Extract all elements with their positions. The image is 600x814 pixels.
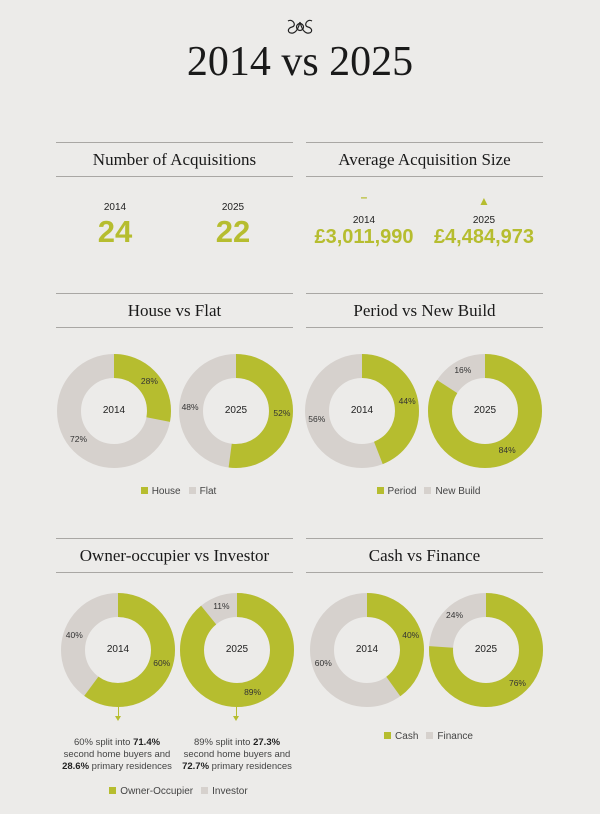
legend-swatch (140, 487, 148, 494)
donut-center-label: 2025 (224, 405, 248, 416)
donut-chart (310, 593, 424, 707)
donut-value-label: 76% (508, 677, 526, 688)
chart-legend: Period New Build (306, 486, 543, 497)
donut-center-label: 2014 (355, 644, 379, 655)
avg-value-2025: £4,484,973 (433, 226, 535, 248)
donut-value-label: 40% (402, 629, 420, 640)
donut-chart (428, 354, 542, 468)
chart-title: Period vs New Build (353, 301, 496, 320)
donut-chart (179, 354, 293, 468)
donut-value-label: 11% (213, 600, 230, 611)
donut-value-label: 84% (498, 445, 516, 456)
donut-slice-primary (429, 593, 543, 707)
donut-center-label: 2014 (350, 405, 374, 416)
legend-swatch (109, 787, 117, 794)
trend-up-icon: ▲ (478, 194, 490, 208)
donut-slice-primary (57, 354, 171, 468)
legend-label: New Build (435, 486, 481, 497)
legend-swatch (376, 487, 384, 494)
acq-value-2025: 22 (215, 214, 251, 249)
legend-swatch (201, 787, 209, 794)
legend-swatch (426, 732, 434, 739)
donut-value-label: 60% (153, 658, 171, 669)
donut-value-label: 52% (273, 407, 291, 418)
acq-year-2025: 2025 (221, 202, 245, 213)
trend-flat-icon: – (360, 190, 368, 204)
donut-center-label: 2025 (225, 644, 249, 655)
acq-year-2014: 2014 (103, 202, 127, 213)
acq-value-2014: 24 (97, 214, 133, 249)
donut-center-label: 2014 (102, 405, 126, 416)
donut-value-label: 24% (445, 610, 463, 621)
donut-chart (180, 593, 294, 707)
chart-legend: Cash Finance (306, 731, 543, 742)
legend-swatch (384, 732, 392, 739)
donut-chart (429, 593, 543, 707)
chart-legend: House Flat (56, 486, 293, 497)
donut-value-label: 60% (314, 658, 332, 669)
donut-slice-primary (305, 354, 419, 468)
note-2014: 60% split into 71.4% second home buyers … (62, 737, 172, 772)
donut-value-label: 48% (181, 402, 199, 413)
acquisitions-title: Number of Acquisitions (92, 150, 257, 169)
arrow-down-icon (115, 716, 121, 721)
donut-chart (57, 354, 171, 468)
donut-center-label: 2025 (474, 644, 498, 655)
donut-value-label: 44% (398, 396, 416, 407)
avg-size-title: Average Acquisition Size (338, 150, 511, 169)
avg-year-2025: 2025 (472, 215, 496, 226)
donut-value-label: 72% (70, 434, 88, 445)
chart-title: Owner-occupier vs Investor (79, 546, 270, 565)
avg-value-2014: £3,011,990 (314, 226, 414, 248)
page-title: 2014 vs 2025 (186, 39, 414, 85)
monogram-logo-icon (287, 19, 313, 34)
arrow-down-icon (233, 716, 239, 721)
donut-center-label: 2025 (473, 405, 497, 416)
note-2025: 89% split into 27.3% second home buyers … (182, 737, 292, 772)
donut-slice-primary (179, 354, 293, 468)
legend-label: Period (387, 486, 417, 497)
legend-label: Owner-Occupier (120, 786, 194, 797)
donut-value-label: 16% (454, 364, 472, 375)
donut-value-label: 56% (308, 413, 326, 424)
donut-slice-primary (180, 593, 294, 707)
legend-label: Investor (212, 786, 248, 797)
legend-label: Cash (395, 731, 419, 742)
donut-slice-primary (61, 593, 175, 707)
donut-chart (305, 354, 419, 468)
donut-slice-primary (310, 593, 424, 707)
donut-value-label: 89% (244, 687, 262, 698)
donut-chart (61, 593, 175, 707)
donut-center-label: 2014 (106, 644, 130, 655)
chart-title: House vs Flat (127, 301, 222, 320)
chart-legend: Owner-Occupier Investor (56, 786, 293, 797)
donut-slice-primary (428, 354, 542, 468)
donut-value-label: 28% (140, 375, 158, 386)
legend-swatch (188, 487, 196, 494)
avg-year-2014: 2014 (352, 215, 376, 226)
legend-label: House (151, 486, 181, 497)
legend-label: Finance (437, 731, 473, 742)
donut-value-label: 40% (65, 629, 83, 640)
legend-label: Flat (199, 486, 217, 497)
legend-swatch (424, 487, 432, 494)
chart-title: Cash vs Finance (368, 546, 481, 565)
